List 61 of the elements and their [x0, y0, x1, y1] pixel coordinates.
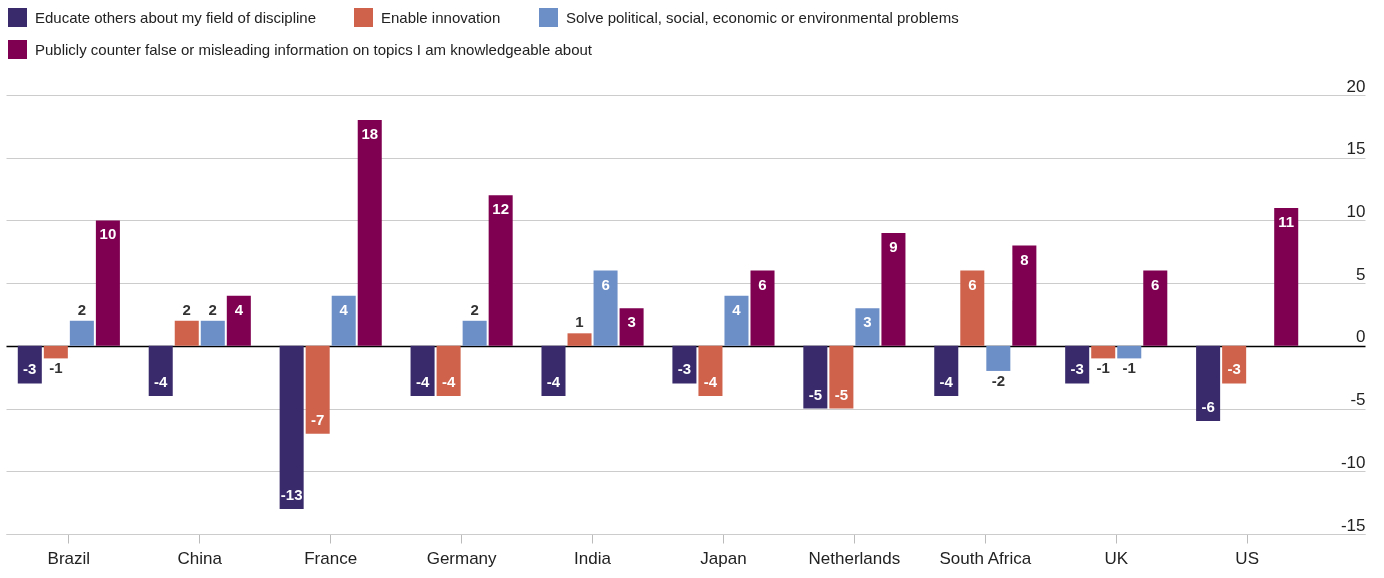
data-label: -4 [415, 373, 430, 391]
data-label: -5 [834, 385, 849, 403]
y-tick-label: 5 [1356, 264, 1366, 284]
data-label: -6 [1201, 398, 1215, 416]
data-label: 18 [361, 125, 379, 143]
data-label: 3 [627, 313, 636, 331]
data-label: -4 [939, 373, 954, 391]
x-tick-label: India [574, 548, 612, 568]
data-label: 11 [1278, 212, 1295, 230]
legend-label: Enable innovation [381, 8, 501, 26]
data-label: 3 [863, 313, 872, 331]
data-label: -3 [677, 360, 692, 378]
data-label: 4 [732, 300, 742, 318]
legend-label: Solve political, social, economic or environmental problems [566, 8, 959, 26]
data-label: -4 [441, 373, 456, 391]
data-label: -4 [154, 373, 169, 391]
data-label: 2 [182, 300, 191, 318]
data-label: 6 [1151, 275, 1160, 293]
data-label: 9 [889, 237, 898, 255]
data-label: 2 [470, 300, 479, 318]
data-label: 12 [492, 200, 510, 218]
data-label: 2 [208, 300, 217, 318]
x-tick-label: Japan [700, 548, 747, 568]
data-label: -1 [1096, 359, 1110, 377]
y-tick-label: -15 [1340, 515, 1366, 535]
data-label: 1 [575, 313, 584, 331]
x-tick-label: Netherlands [808, 548, 901, 568]
data-label: -3 [1227, 360, 1241, 378]
data-label: 2 [77, 300, 87, 318]
data-label: -4 [546, 373, 561, 391]
data-label: 8 [1020, 250, 1029, 268]
data-label: -13 [280, 485, 303, 503]
x-tick-label: France [304, 548, 358, 568]
data-label: 6 [601, 275, 610, 293]
data-label: -3 [1070, 360, 1084, 378]
x-tick-label: Brazil [47, 548, 91, 568]
y-tick-label: -10 [1340, 452, 1366, 472]
x-tick-label: China [177, 548, 223, 568]
data-label: -4 [703, 373, 718, 391]
legend-label: Educate others about my field of discipline [35, 8, 316, 26]
x-tick-label: South Africa [939, 548, 1032, 568]
data-label: 6 [968, 275, 977, 293]
data-label: -3 [23, 360, 37, 378]
data-label: 10 [99, 225, 117, 243]
data-label: -1 [49, 359, 63, 377]
data-label: -2 [991, 371, 1006, 389]
data-label: -7 [311, 410, 325, 428]
legend-label: Publicly counter false or misleading information on topics I am knowledgeable about [35, 40, 593, 58]
data-label: 4 [339, 300, 349, 318]
data-label: -1 [1122, 359, 1136, 377]
x-tick-label: US [1235, 548, 1259, 568]
y-tick-label: -5 [1350, 390, 1366, 410]
y-tick-label: 20 [1346, 76, 1366, 96]
y-tick-label: 10 [1346, 201, 1366, 221]
data-label: -5 [808, 385, 823, 403]
data-label: 4 [234, 300, 244, 318]
x-tick-label: Germany [426, 548, 498, 568]
y-tick-label: 15 [1346, 139, 1366, 159]
x-tick-label: UK [1104, 548, 1129, 568]
y-tick-label: 0 [1356, 327, 1366, 347]
data-label: 6 [758, 275, 767, 293]
